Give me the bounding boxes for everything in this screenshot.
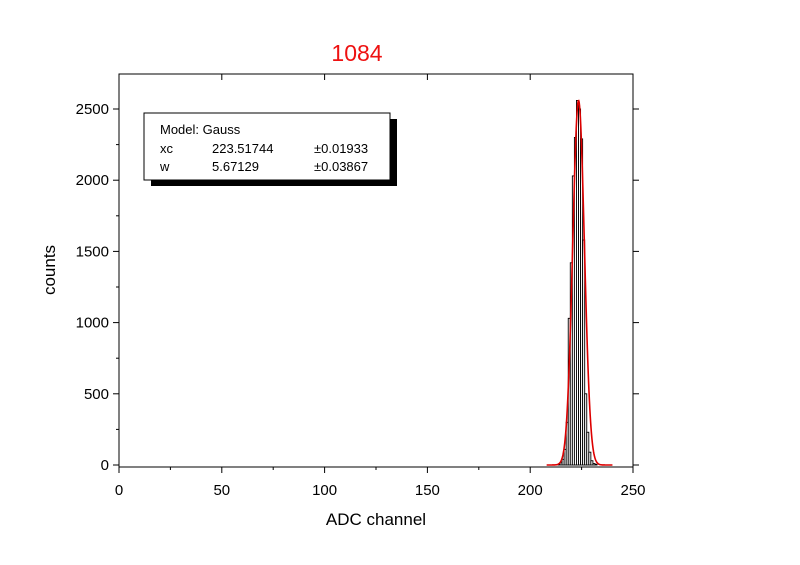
- histogram-bar: [594, 463, 598, 466]
- y-axis-ticks: 0 500 1000 1500 2000 2500: [76, 101, 639, 474]
- x-tick-label: 100: [312, 482, 337, 499]
- histogram-bar: [588, 451, 592, 466]
- param-error-xc: ±0.01933: [314, 141, 368, 156]
- y-tick-label: 2500: [76, 101, 109, 118]
- param-value-xc: 223.51744: [212, 141, 273, 156]
- gauss-fit-curve: [546, 99, 613, 466]
- y-tick-label: 1000: [76, 315, 109, 332]
- x-tick-label: 250: [620, 482, 645, 499]
- x-tick-label: 0: [115, 482, 123, 499]
- x-tick-label: 150: [415, 482, 440, 499]
- y-tick-label: 2000: [76, 172, 109, 189]
- histogram-bar: [590, 460, 594, 466]
- param-name-w: w: [159, 159, 170, 174]
- histogram-bar: [584, 393, 588, 466]
- legend-box: [143, 112, 391, 181]
- fit-legend: Model: Gauss xc 223.51744 ±0.01933 w 5.6…: [143, 112, 397, 186]
- param-name-xc: xc: [160, 141, 174, 156]
- y-axis-label: counts: [40, 245, 59, 295]
- param-value-w: 5.67129: [212, 159, 259, 174]
- y-tick-label: 0: [101, 457, 109, 474]
- y-tick-label: 1500: [76, 243, 109, 260]
- histogram-bar: [586, 431, 590, 466]
- x-tick-label: 200: [518, 482, 543, 499]
- x-axis-label: ADC channel: [326, 510, 426, 529]
- histogram-bars: [557, 100, 598, 466]
- chart-title: 1084: [331, 40, 382, 66]
- x-tick-label: 50: [213, 482, 230, 499]
- x-axis-ticks: 0 50 100 150 200 250: [115, 74, 646, 499]
- param-error-w: ±0.03867: [314, 159, 368, 174]
- y-tick-label: 500: [84, 386, 109, 403]
- legend-model: Model: Gauss: [160, 122, 241, 137]
